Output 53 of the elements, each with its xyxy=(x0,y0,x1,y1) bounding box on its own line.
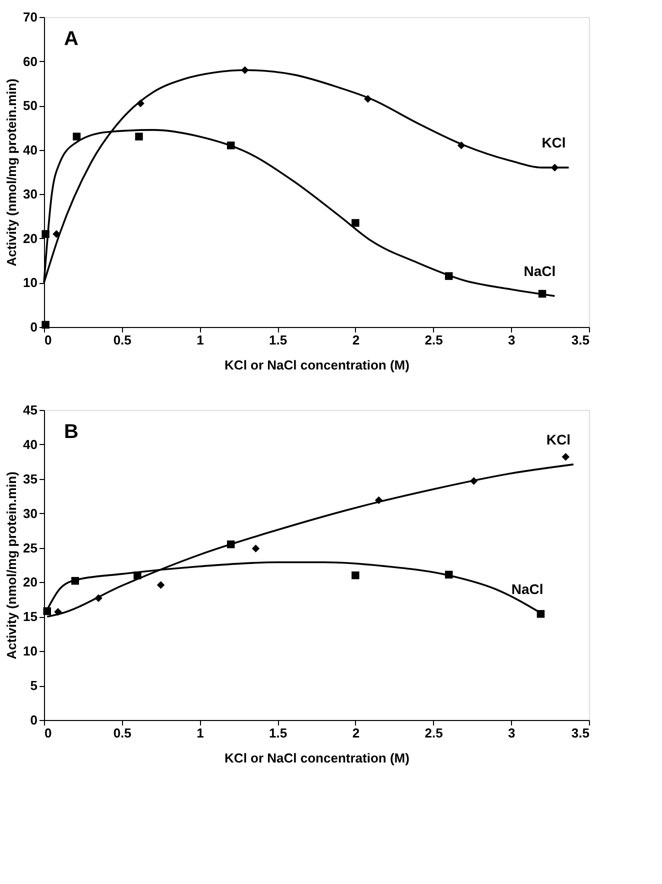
y-tick-label: 10 xyxy=(23,644,38,659)
point xyxy=(562,452,570,461)
text: A xyxy=(64,28,78,50)
series-label: NaCl xyxy=(524,263,556,279)
y-axis-title: Activity (nmol/mg protein.min) xyxy=(4,78,20,266)
y-tick-label: 5 xyxy=(30,678,38,694)
x-tick-label: 2.5 xyxy=(424,726,443,740)
x-tick-label: 1 xyxy=(196,332,204,348)
point xyxy=(72,132,81,140)
x-tick-label: 0.5 xyxy=(113,332,132,348)
y-tick-label: 25 xyxy=(23,540,38,556)
x-tick-label: 3.5 xyxy=(571,726,590,740)
y-tick-label: 70 xyxy=(23,10,38,24)
x-tick-label: 1.5 xyxy=(269,726,288,740)
point xyxy=(156,581,165,589)
point xyxy=(43,607,51,616)
point xyxy=(352,219,360,227)
x-tick-label: 0.5 xyxy=(113,726,132,740)
x-tick-label: 2.5 xyxy=(424,332,443,348)
y-tick-label: 35 xyxy=(23,471,38,486)
series-label: KCl xyxy=(546,431,570,448)
y-tick-label: 0 xyxy=(30,320,38,334)
y-tick-label: 30 xyxy=(23,506,38,521)
x-tick-label: 1 xyxy=(196,726,204,740)
x-tick-label: 0 xyxy=(44,726,52,740)
y-axis-title: Activity (nmol/mg protein.min) xyxy=(4,472,20,660)
x-tick-label: 0 xyxy=(44,332,52,348)
x-tick-label: 2 xyxy=(352,726,360,740)
y-tick-label: 40 xyxy=(23,436,38,452)
y-tick-label: 45 xyxy=(23,402,38,418)
series-label: KCl xyxy=(542,134,566,151)
x-tick-label: 2 xyxy=(352,332,360,348)
y-tick-label: 15 xyxy=(23,609,38,624)
y-tick-label: 40 xyxy=(23,142,38,158)
y-tick-label: 20 xyxy=(23,230,38,246)
point xyxy=(352,571,360,580)
x-tick-label: 3 xyxy=(508,726,516,740)
point xyxy=(252,544,260,552)
y-tick-label: 20 xyxy=(23,574,38,590)
point xyxy=(135,132,143,140)
x-tick-label: 1.5 xyxy=(269,332,288,348)
y-tick-label: 50 xyxy=(23,98,38,114)
x-tick-label: 3.5 xyxy=(571,332,590,348)
y-tick-label: 0 xyxy=(30,712,38,728)
point xyxy=(42,320,50,329)
series-label: NaCl xyxy=(511,580,544,597)
y-tick-label: 30 xyxy=(23,186,38,202)
x-axis-title: KCl or NaCl concentration (M) xyxy=(224,750,410,766)
text: B xyxy=(64,421,78,443)
x-axis-title: KCl or NaCl concentration (M) xyxy=(224,358,410,372)
y-tick-label: 10 xyxy=(23,275,38,290)
y-tick-label: 60 xyxy=(23,54,38,69)
x-tick-label: 3 xyxy=(508,332,516,348)
